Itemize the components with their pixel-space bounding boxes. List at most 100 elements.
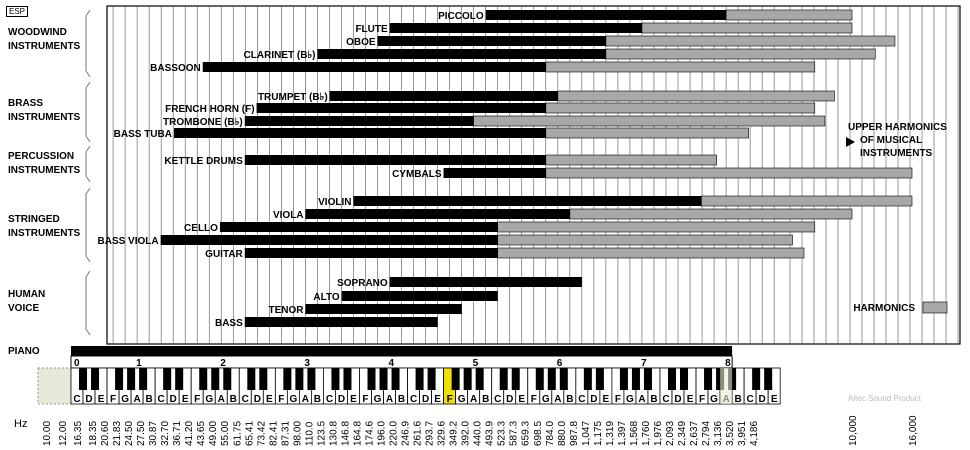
harmonics-bar	[701, 195, 913, 207]
white-key-label: F	[447, 394, 453, 405]
tick-label: 30.87	[148, 421, 159, 446]
tick-label: 349.2	[449, 421, 460, 446]
black-key	[247, 368, 256, 390]
black-key	[223, 368, 232, 390]
tick-label: 146.8	[340, 421, 351, 446]
group-label-line: INSTRUMENTS	[8, 41, 81, 52]
black-key	[379, 368, 388, 390]
tick-label: 987.8	[569, 421, 580, 446]
tick-label: 87.31	[280, 421, 291, 446]
tick-label: 10,000	[848, 415, 859, 446]
tick-label: 659.3	[521, 421, 532, 446]
instrument-label: TROMBONE (B♭)	[163, 117, 243, 128]
harmonics-bar	[497, 221, 816, 233]
white-key-label: A	[386, 394, 393, 405]
tick-label: 1,760	[641, 421, 652, 446]
tick-label: 16,000	[908, 415, 919, 446]
harmonics-bar	[557, 90, 835, 102]
note-line: INSTRUMENTS	[860, 148, 933, 159]
white-key-label: F	[194, 394, 200, 405]
group-label-line: STRINGED	[8, 214, 60, 225]
tick-label: 493.9	[485, 421, 496, 446]
white-key-label: D	[506, 394, 513, 405]
white-key-label: D	[254, 394, 261, 405]
fundamental-bar	[485, 10, 727, 20]
instrument-label: KETTLE DRUMS	[164, 156, 243, 167]
white-key-label: A	[554, 394, 561, 405]
octave-label: 7	[641, 358, 647, 369]
white-key-label: D	[338, 394, 345, 405]
black-key	[127, 368, 136, 390]
white-key-label: F	[362, 394, 368, 405]
black-key	[451, 368, 460, 390]
white-key-label: G	[626, 394, 634, 405]
tick-label: 123.5	[316, 421, 327, 446]
group-bracket	[85, 187, 91, 263]
harmonics-bar	[641, 22, 853, 34]
tick-label: 24.50	[124, 421, 135, 446]
white-key-label: E	[603, 394, 610, 405]
tick-label: 880.0	[557, 421, 568, 446]
note-line: OF MUSICAL	[860, 135, 923, 146]
group-label-percussion: PERCUSSION INSTRUMENTS	[8, 150, 80, 178]
black-key	[343, 368, 352, 390]
keyboard-margin	[37, 367, 72, 405]
black-key	[463, 368, 472, 390]
group-label-human-voice: HUMAN VOICE	[8, 288, 45, 316]
fundamental-bar	[389, 277, 582, 287]
black-key	[139, 368, 148, 390]
tick-label: 2,637	[689, 421, 700, 446]
tick-label: 32.70	[160, 421, 171, 446]
tick-label: 10.00	[42, 421, 53, 446]
tick-label: 82.41	[268, 421, 279, 446]
white-key-label: F	[699, 394, 705, 405]
group-bracket	[85, 270, 91, 336]
instrument-label: CLARINET (B♭)	[244, 50, 316, 61]
white-key-label: A	[470, 394, 477, 405]
tick-label: 110.0	[304, 421, 315, 446]
harmonics-bar	[497, 234, 793, 246]
white-key-label: G	[542, 394, 550, 405]
black-key	[367, 368, 376, 390]
black-key	[175, 368, 184, 390]
tick-label: 21.83	[112, 421, 123, 446]
tick-label: 61.75	[232, 421, 243, 446]
fundamental-bar	[244, 317, 438, 327]
tick-label: 98.00	[292, 421, 303, 446]
instrument-label: FLUTE	[355, 24, 388, 35]
white-key-label: A	[133, 394, 140, 405]
fundamental-bar	[443, 168, 546, 178]
instrument-label: OBOE	[346, 37, 376, 48]
tick-label: 27.50	[136, 421, 147, 446]
harmonics-bar	[545, 102, 816, 114]
group-label-line: INSTRUMENTS	[8, 165, 81, 176]
group-label-brass: BRASS INSTRUMENTS	[8, 97, 80, 125]
harmonics-bar	[545, 154, 717, 166]
harmonics-bar	[545, 61, 816, 73]
white-key-label: B	[398, 394, 405, 405]
group-label-line: PERCUSSION	[8, 151, 75, 162]
tick-label: 36.71	[172, 421, 183, 446]
tick-label: 1,175	[593, 421, 604, 446]
black-key	[259, 368, 268, 390]
white-key-label: E	[434, 394, 441, 405]
white-key-label: G	[289, 394, 297, 405]
black-key	[415, 368, 424, 390]
tick-label: 196.0	[377, 421, 388, 446]
harmonics-bar	[473, 115, 826, 127]
tick-label: 12.00	[58, 421, 69, 446]
tick-label: 246.9	[401, 421, 412, 446]
black-key	[728, 368, 737, 390]
group-label-line: INSTRUMENTS	[8, 112, 81, 123]
octave-label: 2	[220, 358, 226, 369]
white-key-label: B	[650, 394, 657, 405]
white-key-label: C	[662, 394, 669, 405]
white-key-label: F	[110, 394, 116, 405]
tick-label: 1,319	[605, 421, 616, 446]
harmonics-bar	[497, 247, 805, 259]
tick-label: 220.0	[389, 421, 400, 446]
tick-label: 293.7	[425, 421, 436, 446]
instrument-label: BASS	[215, 318, 243, 329]
fundamental-bar	[244, 248, 498, 258]
instrument-label: VIOLIN	[318, 197, 351, 208]
